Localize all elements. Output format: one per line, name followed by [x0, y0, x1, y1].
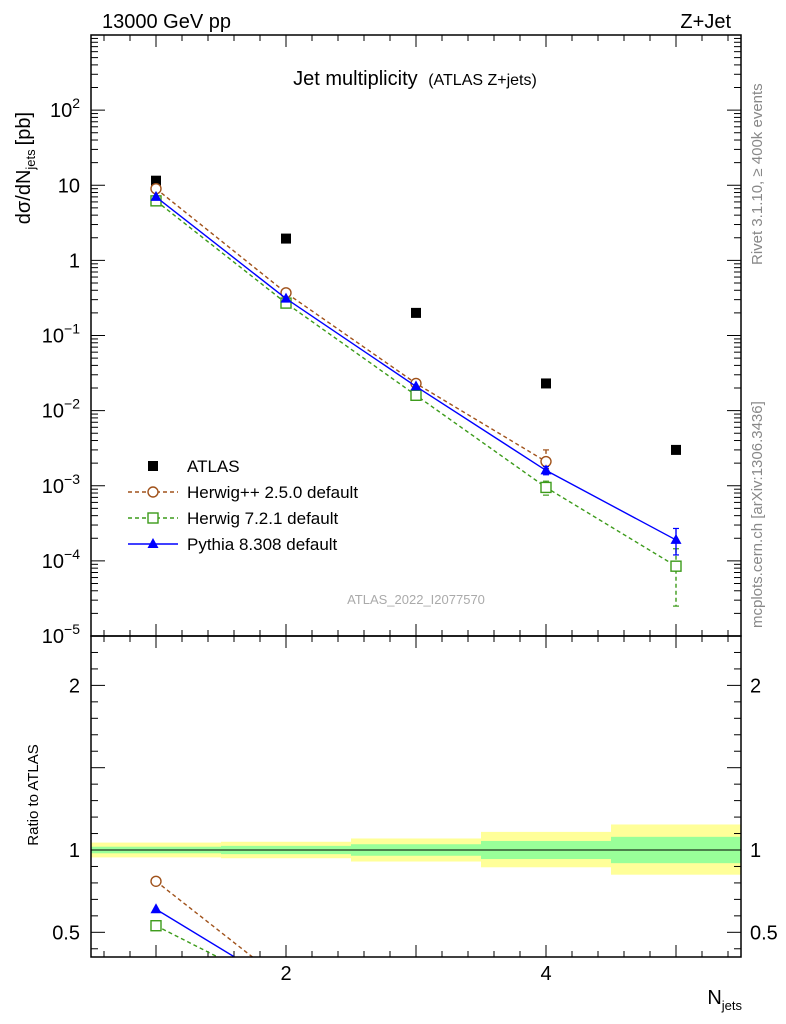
main-y-label: dσ/dNjets[pb] [13, 112, 38, 224]
legend-item-atlas: ATLAS [148, 457, 240, 476]
ratio-y-tick-label: 0.5 [52, 922, 80, 944]
ratio-series-herwig7 [150, 920, 220, 957]
data-point-atlas [411, 307, 421, 318]
ratio-y-tick-label-right: 1 [750, 840, 761, 862]
data-point-atlas [541, 378, 551, 389]
chart-title: Jet multiplicity (ATLAS Z+jets) [293, 68, 537, 90]
data-point-herwig7 [670, 560, 682, 572]
legend-marker [147, 486, 159, 498]
data-point-herwig7 [410, 389, 422, 401]
x-axis-label: Njets [707, 987, 742, 1013]
ratio-line-pythia [155, 908, 236, 957]
data-point-pythia [540, 464, 552, 475]
y-tick-label: 10−1 [42, 321, 80, 348]
x-tick-label: 2 [280, 963, 291, 985]
legend-label: Herwig++ 2.5.0 default [187, 483, 358, 502]
legend-marker [147, 512, 159, 524]
y-tick-label: 10−5 [42, 621, 80, 648]
header-left: 13000 GeV pp [102, 11, 231, 33]
legend-marker [148, 461, 158, 471]
analysis-id: ATLAS_2022_I2077570 [347, 592, 485, 607]
ratio-point-pythia [150, 903, 162, 914]
ratio-y-tick-label: 1 [69, 840, 80, 862]
ratio-series-pythia [150, 903, 236, 957]
legend-label: Pythia 8.308 default [187, 535, 338, 554]
y-tick-label: 102 [50, 95, 80, 122]
y-tick-label: 10−2 [42, 396, 80, 423]
header-right: Z+Jet [680, 11, 731, 33]
rivet-label: Rivet 3.1.10, ≥ 400k events [749, 83, 766, 265]
ratio-frame [90, 635, 742, 958]
series-atlas [151, 175, 681, 455]
y-tick-label: 10 [58, 175, 80, 197]
x-tick-label: 4 [540, 963, 551, 985]
ratio-line-herwig7 [155, 925, 220, 957]
ratio-point-herwigpp [150, 875, 162, 887]
ratio-series-herwigpp [150, 875, 254, 957]
data-point-pythia [280, 292, 292, 303]
legend-item-herwig7: Herwig 7.2.1 default [128, 509, 338, 528]
data-point-pythia [150, 190, 162, 201]
series-pythia [150, 190, 682, 556]
data-point-herwig7 [540, 481, 552, 494]
mcplots-label: mcplots.cern.ch [arXiv:1306.3436] [749, 401, 766, 628]
legend-marker [147, 538, 159, 548]
data-point-pythia [670, 533, 682, 544]
data-point-atlas [281, 233, 291, 244]
data-point-atlas [151, 175, 161, 186]
data-point-pythia [410, 380, 422, 391]
series-herwigpp [150, 182, 552, 470]
legend-item-pythia: Pythia 8.308 default [128, 535, 338, 554]
ratio-line-herwigpp [155, 880, 254, 957]
ratio-y-tick-label-right: 2 [750, 675, 761, 697]
y-tick-label: 1 [69, 250, 80, 272]
y-tick-label: 10−3 [42, 471, 80, 498]
data-point-atlas [671, 444, 681, 455]
ratio-point-herwig7 [150, 920, 162, 932]
legend-label: ATLAS [187, 457, 240, 476]
ratio-y-label: Ratio to ATLAS [25, 744, 42, 845]
legend-item-herwigpp: Herwig++ 2.5.0 default [128, 483, 358, 502]
series-line-herwigpp [155, 188, 547, 463]
legend-label: Herwig 7.2.1 default [187, 509, 338, 528]
y-tick-label: 10−4 [42, 546, 80, 573]
ratio-y-tick-label-right: 0.5 [750, 922, 778, 944]
ratio-y-tick-label: 2 [69, 675, 80, 697]
